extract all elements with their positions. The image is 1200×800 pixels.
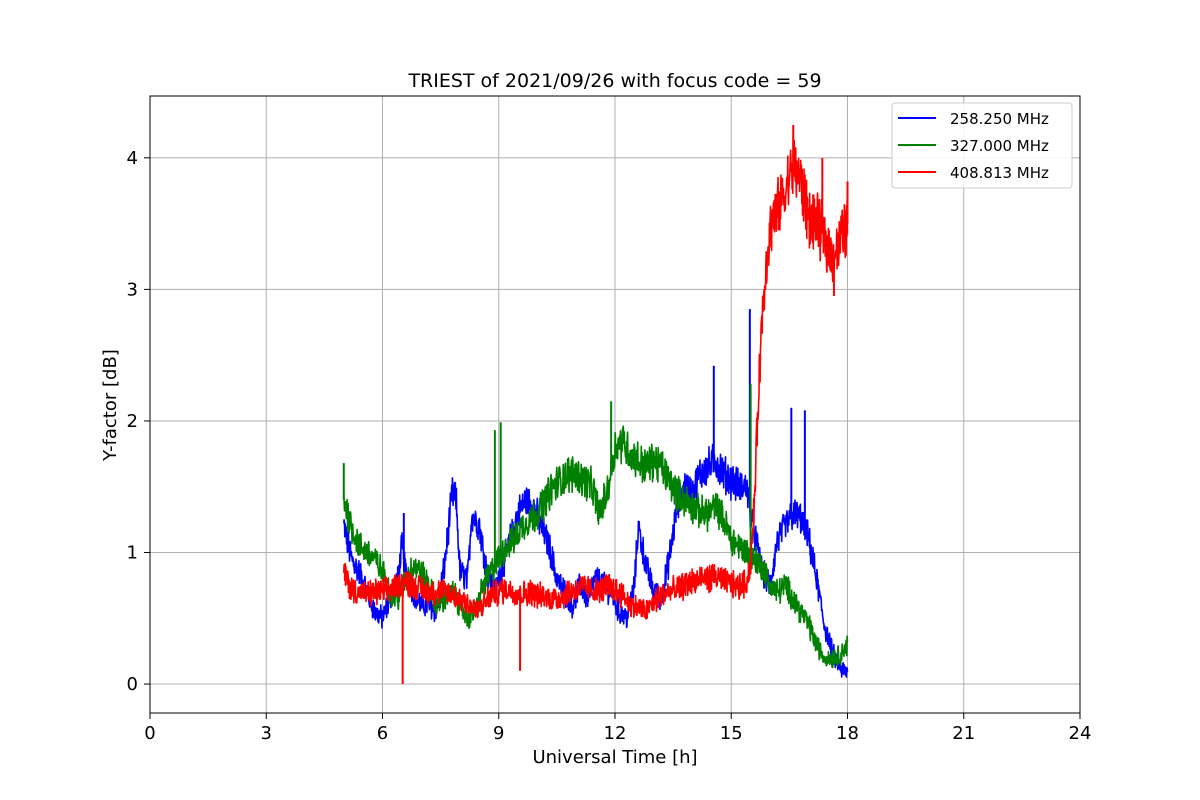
x-tick-label: 0	[144, 723, 155, 744]
x-tick-label: 18	[836, 723, 859, 744]
legend-label-408: 408.813 MHz	[950, 164, 1049, 182]
legend-box	[891, 102, 1073, 189]
y-axis-ticks: 0 1 2 3 4	[127, 148, 150, 695]
legend: 258.250 MHz 327.000 MHz 408.813 MHz	[891, 102, 1073, 189]
x-tick-label: 15	[720, 723, 743, 744]
series-408813-group	[343, 124, 849, 685]
x-axis-ticks: 0 3 6 9 12 15 18 21 24	[144, 713, 1091, 744]
x-tick-label: 3	[261, 723, 272, 744]
x-axis-label: Universal Time [h]	[532, 747, 697, 768]
series-layer	[342, 124, 849, 685]
y-tick-label: 2	[127, 411, 138, 432]
chart-title: TRIEST of 2021/09/26 with focus code = 5…	[407, 70, 821, 92]
y-axis-label: Y-factor [dB]	[100, 349, 121, 462]
x-tick-label: 21	[952, 723, 975, 744]
legend-label-258: 258.250 MHz	[950, 110, 1049, 128]
y-tick-label: 0	[127, 674, 138, 695]
x-tick-label: 6	[377, 723, 388, 744]
y-tick-label: 1	[127, 543, 138, 564]
x-tick-label: 24	[1069, 723, 1092, 744]
x-tick-label: 12	[604, 723, 627, 744]
legend-label-327: 327.000 MHz	[950, 137, 1049, 155]
y-tick-label: 3	[127, 279, 138, 300]
series-line	[343, 134, 849, 620]
x-tick-label: 9	[493, 723, 504, 744]
y-tick-label: 4	[127, 148, 138, 169]
